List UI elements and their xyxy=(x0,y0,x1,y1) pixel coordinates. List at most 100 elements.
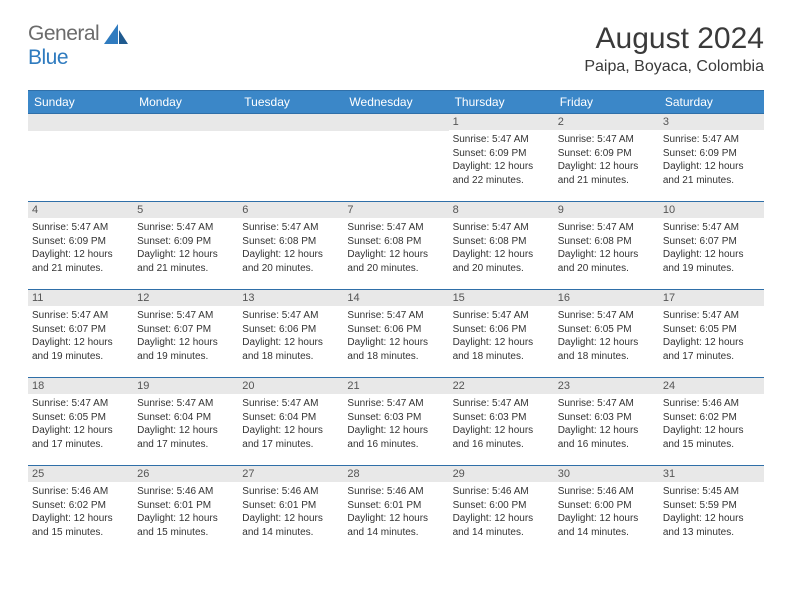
calendar-day-cell: 15Sunrise: 5:47 AMSunset: 6:06 PMDayligh… xyxy=(449,290,554,378)
calendar-week-row: 11 Sunrise: 5:47 AMSunset: 6:07 PMDayligh… xyxy=(28,290,764,378)
calendar-day-cell: 5Sunrise: 5:47 AMSunset: 6:09 PMDaylight… xyxy=(133,202,238,290)
day-details: Sunrise: 5:46 AMSunset: 6:00 PMDaylight:… xyxy=(558,485,655,539)
day-details: Sunrise: 5:47 AMSunset: 6:05 PMDaylight:… xyxy=(558,309,655,363)
day-number: 10 xyxy=(659,202,764,218)
calendar-day-cell: 16 Sunrise: 5:47 AMSunset: 6:05 PMDayligh… xyxy=(554,290,659,378)
calendar-day-cell: 20Sunrise: 5:47 AMSunset: 6:04 PMDayligh… xyxy=(238,378,343,466)
calendar-day-cell: 17 Sunrise: 5:47 AMSunset: 6:05 PMDayligh… xyxy=(659,290,764,378)
brand-logo: General Blue xyxy=(28,22,130,70)
day-details: Sunrise: 5:47 AMSunset: 6:05 PMDaylight:… xyxy=(663,309,760,363)
calendar-day-cell: 9 Sunrise: 5:47 AMSunset: 6:08 PMDaylight… xyxy=(554,202,659,290)
calendar-day-cell xyxy=(343,114,448,202)
day-details: Sunrise: 5:46 AMSunset: 6:01 PMDaylight:… xyxy=(137,485,234,539)
day-number: 18 xyxy=(28,378,133,394)
weekday-header: Sunday xyxy=(28,91,133,114)
day-details: Sunrise: 5:47 AMSunset: 6:08 PMDaylight:… xyxy=(453,221,550,275)
day-number: 12 xyxy=(133,290,238,306)
calendar-day-cell: 24Sunrise: 5:46 AMSunset: 6:02 PMDayligh… xyxy=(659,378,764,466)
day-details: Sunrise: 5:47 AMSunset: 6:04 PMDaylight:… xyxy=(137,397,234,451)
calendar-day-cell: 21Sunrise: 5:47 AMSunset: 6:03 PMDayligh… xyxy=(343,378,448,466)
calendar-day-cell: 29 Sunrise: 5:46 AMSunset: 6:00 PMDayligh… xyxy=(449,466,554,550)
day-number: 23 xyxy=(554,378,659,394)
day-details: Sunrise: 5:46 AMSunset: 6:00 PMDaylight:… xyxy=(453,485,550,539)
month-title: August 2024 xyxy=(584,22,764,56)
day-number: 29 xyxy=(449,466,554,482)
calendar-week-row: 4Sunrise: 5:47 AMSunset: 6:09 PMDaylight… xyxy=(28,202,764,290)
day-details: Sunrise: 5:47 AMSunset: 6:03 PMDaylight:… xyxy=(453,397,550,451)
day-number: 25 xyxy=(28,466,133,482)
day-number xyxy=(133,114,238,131)
day-number: 3 xyxy=(659,114,764,130)
day-details: Sunrise: 5:47 AMSunset: 6:07 PMDaylight:… xyxy=(32,309,129,363)
day-number: 16 xyxy=(554,290,659,306)
calendar-day-cell: 27Sunrise: 5:46 AMSunset: 6:01 PMDayligh… xyxy=(238,466,343,550)
calendar-day-cell: 28Sunrise: 5:46 AMSunset: 6:01 PMDayligh… xyxy=(343,466,448,550)
day-number xyxy=(238,114,343,131)
day-details: Sunrise: 5:46 AMSunset: 6:02 PMDaylight:… xyxy=(663,397,760,451)
calendar-day-cell xyxy=(133,114,238,202)
day-number: 13 xyxy=(238,290,343,306)
day-number: 2 xyxy=(554,114,659,130)
day-details: Sunrise: 5:47 AMSunset: 6:09 PMDaylight:… xyxy=(32,221,129,275)
calendar-day-cell: 23Sunrise: 5:47 AMSunset: 6:03 PMDayligh… xyxy=(554,378,659,466)
day-details: Sunrise: 5:47 AMSunset: 6:06 PMDaylight:… xyxy=(347,309,444,363)
day-details: Sunrise: 5:46 AMSunset: 6:01 PMDaylight:… xyxy=(242,485,339,539)
weekday-header: Friday xyxy=(554,91,659,114)
day-details: Sunrise: 5:47 AMSunset: 6:08 PMDaylight:… xyxy=(558,221,655,275)
calendar-day-cell: 26 Sunrise: 5:46 AMSunset: 6:01 PMDayligh… xyxy=(133,466,238,550)
day-details: Sunrise: 5:47 AMSunset: 6:09 PMDaylight:… xyxy=(663,133,760,187)
day-number: 7 xyxy=(343,202,448,218)
calendar-day-cell: 18 Sunrise: 5:47 AMSunset: 6:05 PMDayligh… xyxy=(28,378,133,466)
day-number: 30 xyxy=(554,466,659,482)
calendar-day-cell xyxy=(238,114,343,202)
calendar-week-row: 18 Sunrise: 5:47 AMSunset: 6:05 PMDayligh… xyxy=(28,378,764,466)
calendar-day-cell: 13Sunrise: 5:47 AMSunset: 6:06 PMDayligh… xyxy=(238,290,343,378)
calendar-day-cell xyxy=(28,114,133,202)
day-number: 14 xyxy=(343,290,448,306)
day-number: 1 xyxy=(449,114,554,130)
calendar-day-cell: 14 Sunrise: 5:47 AMSunset: 6:06 PMDayligh… xyxy=(343,290,448,378)
weekday-header: Thursday xyxy=(449,91,554,114)
day-number: 22 xyxy=(449,378,554,394)
day-number: 4 xyxy=(28,202,133,218)
weekday-header: Saturday xyxy=(659,91,764,114)
day-number: 21 xyxy=(343,378,448,394)
day-details: Sunrise: 5:47 AMSunset: 6:09 PMDaylight:… xyxy=(137,221,234,275)
day-details: Sunrise: 5:47 AMSunset: 6:08 PMDaylight:… xyxy=(242,221,339,275)
weekday-header: Tuesday xyxy=(238,91,343,114)
calendar-body: 1Sunrise: 5:47 AMSunset: 6:09 PMDaylight… xyxy=(28,114,764,550)
calendar-day-cell: 3 Sunrise: 5:47 AMSunset: 6:09 PMDaylight… xyxy=(659,114,764,202)
weekday-header: Wednesday xyxy=(343,91,448,114)
day-number: 15 xyxy=(449,290,554,306)
day-number: 9 xyxy=(554,202,659,218)
day-number: 31 xyxy=(659,466,764,482)
day-number: 28 xyxy=(343,466,448,482)
day-number: 8 xyxy=(449,202,554,218)
day-number: 11 xyxy=(28,290,133,306)
calendar-day-cell: 12Sunrise: 5:47 AMSunset: 6:07 PMDayligh… xyxy=(133,290,238,378)
calendar-day-cell: 22 Sunrise: 5:47 AMSunset: 6:03 PMDayligh… xyxy=(449,378,554,466)
weekday-header-row: SundayMondayTuesdayWednesdayThursdayFrid… xyxy=(28,91,764,114)
day-number: 17 xyxy=(659,290,764,306)
calendar-table: SundayMondayTuesdayWednesdayThursdayFrid… xyxy=(28,90,764,550)
calendar-day-cell: 19Sunrise: 5:47 AMSunset: 6:04 PMDayligh… xyxy=(133,378,238,466)
day-details: Sunrise: 5:47 AMSunset: 6:09 PMDaylight:… xyxy=(453,133,550,187)
calendar-day-cell: 31Sunrise: 5:45 AMSunset: 5:59 PMDayligh… xyxy=(659,466,764,550)
day-details: Sunrise: 5:47 AMSunset: 6:09 PMDaylight:… xyxy=(558,133,655,187)
day-number: 26 xyxy=(133,466,238,482)
header: General Blue August 2024 Paipa, Boyaca, … xyxy=(28,22,764,76)
sail-icon xyxy=(104,24,130,51)
day-details: Sunrise: 5:46 AMSunset: 6:02 PMDaylight:… xyxy=(32,485,129,539)
day-number xyxy=(343,114,448,131)
calendar-day-cell: 10 Sunrise: 5:47 AMSunset: 6:07 PMDayligh… xyxy=(659,202,764,290)
day-details: Sunrise: 5:47 AMSunset: 6:07 PMDaylight:… xyxy=(663,221,760,275)
calendar-week-row: 1Sunrise: 5:47 AMSunset: 6:09 PMDaylight… xyxy=(28,114,764,202)
calendar-day-cell: 7 Sunrise: 5:47 AMSunset: 6:08 PMDaylight… xyxy=(343,202,448,290)
day-number: 6 xyxy=(238,202,343,218)
calendar-day-cell: 25 Sunrise: 5:46 AMSunset: 6:02 PMDayligh… xyxy=(28,466,133,550)
day-details: Sunrise: 5:47 AMSunset: 6:05 PMDaylight:… xyxy=(32,397,129,451)
day-number: 20 xyxy=(238,378,343,394)
calendar-day-cell: 1 Sunrise: 5:47 AMSunset: 6:09 PMDaylight… xyxy=(449,114,554,202)
day-details: Sunrise: 5:47 AMSunset: 6:08 PMDaylight:… xyxy=(347,221,444,275)
calendar-day-cell: 6 Sunrise: 5:47 AMSunset: 6:08 PMDaylight… xyxy=(238,202,343,290)
